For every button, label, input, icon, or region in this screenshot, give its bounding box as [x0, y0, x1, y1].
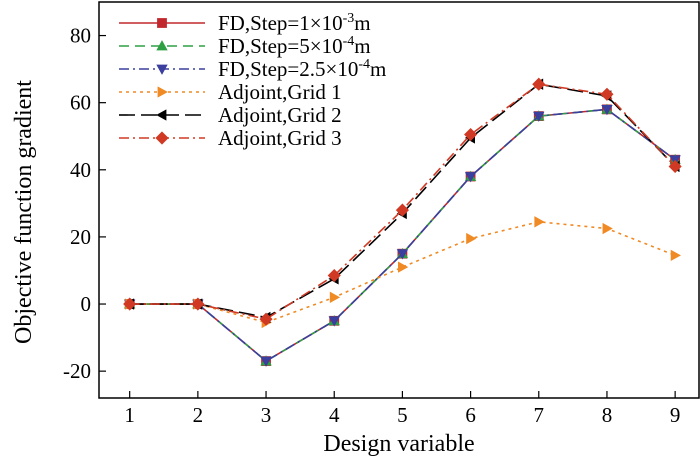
x-tick-label: 6 [465, 403, 476, 427]
legend-label: Adjoint,Grid 3 [218, 126, 342, 150]
ticks-layer: 1 2 3 4 5 6 7 8 9 -20 0 20 40 60 80 [63, 24, 680, 427]
y-tick-label: 20 [70, 225, 91, 249]
data-point [396, 249, 409, 260]
legend-label-exponent: -4 [343, 34, 355, 49]
legend-item: Adjoint,Grid 3 [119, 126, 342, 150]
data-point [328, 316, 340, 327]
y-tick-label: 80 [70, 24, 91, 48]
data-point [600, 87, 614, 101]
series-line [129, 108, 676, 363]
legend-marker [157, 18, 167, 28]
data-point [327, 268, 341, 283]
legend-label: Adjoint,Grid 1 [218, 80, 342, 104]
x-tick-label: 8 [602, 403, 613, 427]
x-tick-label: 4 [329, 403, 340, 427]
legend-marker [156, 64, 168, 75]
legend-marker [156, 40, 168, 51]
plot-frame [98, 1, 700, 399]
data-point [464, 127, 478, 142]
series-line [129, 83, 676, 320]
legend-label-unit: m [354, 11, 370, 35]
data-point [533, 111, 545, 122]
series-group [123, 77, 682, 326]
legend-label: FD,Step=5×10-4m [218, 34, 371, 58]
legend-label-text: Adjoint,Grid 2 [218, 103, 342, 127]
legend-label-text: Adjoint,Grid 1 [218, 80, 342, 104]
legend-label-text: FD,Step=2.5×10 [218, 57, 358, 81]
data-point [668, 159, 682, 174]
legend-label: FD,Step=2.5×10-4m [218, 57, 386, 81]
legend-label: Adjoint,Grid 2 [218, 103, 342, 127]
series-line [129, 221, 676, 324]
data-point [123, 297, 137, 311]
legend-item: FD,Step=1×10-3m [119, 11, 371, 35]
legend-label-exponent: -4 [358, 57, 370, 72]
x-axis-title: Design variable [323, 431, 474, 457]
x-tick-label: 2 [193, 403, 204, 427]
legend-marker [157, 86, 168, 98]
legend-label-text: FD,Step=5×10 [218, 34, 343, 58]
data-point [601, 104, 613, 116]
legend-marker [155, 131, 169, 145]
x-tick-label: 7 [534, 403, 545, 427]
data-point [398, 261, 409, 273]
data-point [464, 172, 477, 183]
x-tick-label: 3 [261, 403, 272, 427]
series-layer [123, 77, 682, 367]
data-point [532, 77, 546, 91]
data-point [259, 312, 273, 326]
data-point [534, 216, 545, 228]
legend-item: Adjoint,Grid 2 [119, 103, 342, 127]
legend: FD,Step=1×10-3mFD,Step=5×10-4mFD,Step=2.… [119, 11, 386, 150]
y-tick-label: -20 [63, 359, 91, 383]
legend-label-text: FD,Step=1×10 [218, 11, 343, 35]
y-tick-label: 60 [70, 91, 91, 115]
data-point [466, 232, 477, 245]
y-tick-label: 0 [81, 292, 92, 316]
legend-marker [156, 109, 167, 121]
legend-label-exponent: -3 [343, 11, 355, 26]
legend-label-text: Adjoint,Grid 3 [218, 126, 342, 150]
y-tick-label: 40 [70, 158, 91, 182]
legend-item: FD,Step=5×10-4m [119, 34, 371, 58]
legend-label-unit: m [354, 34, 370, 58]
legend-label: FD,Step=1×10-3m [218, 11, 371, 35]
x-tick-label: 1 [124, 403, 135, 427]
data-point [395, 203, 409, 217]
legend-item: Adjoint,Grid 1 [119, 80, 342, 104]
data-point [602, 222, 613, 235]
data-point [191, 297, 205, 311]
legend-item: FD,Step=2.5×10-4m [119, 57, 386, 81]
y-axis-title: Objective function gradient [11, 80, 37, 344]
data-point [260, 356, 272, 367]
data-point [329, 291, 341, 304]
x-tick-label: 5 [397, 403, 408, 427]
x-tick-label: 9 [670, 403, 681, 427]
data-point [670, 249, 681, 262]
legend-label-unit: m [370, 57, 386, 81]
